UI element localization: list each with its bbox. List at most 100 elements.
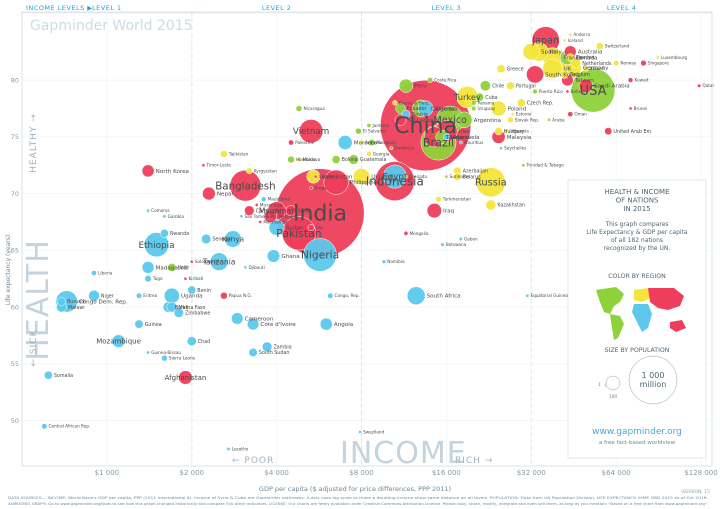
bubble-honduras (287, 155, 295, 164)
bubble-micronesia (254, 203, 259, 207)
country-label: Suriname (449, 174, 469, 179)
country-label: Italy (550, 50, 563, 56)
poor-label: ← POOR (232, 456, 274, 466)
x-tick-label: $128 000 (684, 469, 717, 477)
x-tick-label: $32 000 (517, 469, 546, 477)
map-europe (634, 288, 650, 302)
x-tick-label: $2 000 (180, 469, 205, 477)
x-tick-label: $16 000 (432, 469, 461, 477)
map-south-america (610, 314, 624, 340)
bubble-afghanistan (178, 370, 193, 385)
country-label: Sao Tome & Pr. (245, 214, 276, 219)
country-label: Kuwait (634, 78, 648, 83)
country-label: Cambodia (256, 208, 280, 214)
bubble-south-sudan (248, 348, 258, 357)
legend-heading-line: IN 2015 (623, 205, 650, 213)
country-label: Chile (492, 83, 504, 89)
country-label: Netherlands (582, 61, 612, 67)
country-label: Burundi (67, 299, 86, 305)
bubble-georgia (366, 151, 372, 157)
country-label: Palestine (295, 140, 314, 145)
bubble-uganda (163, 287, 180, 304)
country-label: Haiti (177, 265, 188, 271)
bubble-trinidad-tobago (521, 163, 526, 168)
legend-description-line: This graph compares (604, 221, 668, 228)
bubble-morocco (337, 135, 353, 150)
bubble-argentina (455, 111, 473, 129)
bubble-benin (187, 285, 197, 295)
country-label: China (394, 114, 457, 139)
size-label-1000: 1 000 (642, 371, 665, 380)
country-label: Sierra Leone (169, 356, 196, 361)
x-tick-label: $8 000 (349, 469, 374, 477)
country-label: Nicaragua (303, 106, 325, 111)
country-label: Luxembourg (661, 55, 687, 60)
country-label: Bahrain (571, 89, 588, 94)
bubble-russia (475, 167, 506, 198)
bubble-mozambique (111, 334, 126, 348)
country-label: Myanmar (259, 206, 295, 215)
bubble-south-africa (406, 286, 426, 305)
bubble-spain (522, 43, 540, 61)
bubble-timor-leste (201, 163, 206, 168)
bubble-kiribati (183, 276, 188, 281)
y-tick-label: 80 (11, 76, 19, 84)
country-label: Yemen (277, 214, 297, 220)
country-label: Guinea-Bissau (151, 350, 181, 355)
country-label: Grenada (409, 174, 427, 179)
country-label: Malawi (68, 305, 85, 311)
country-label: Sudan (286, 226, 304, 232)
bubble-ireland (583, 65, 589, 72)
bubble-libya (443, 133, 450, 141)
bubble-lithuania (503, 128, 509, 134)
chart-title: Gapminder World 2015 (30, 18, 193, 34)
size-label-1: 1 (598, 382, 601, 388)
bubble-moldova (296, 157, 302, 163)
country-label: Iran (459, 129, 470, 135)
country-label: Malaysia (507, 135, 531, 141)
country-label: Morocco (354, 140, 378, 146)
bubble-namibia (381, 259, 386, 264)
country-label: Mozambique (96, 338, 141, 346)
bubble-angola (319, 317, 333, 331)
country-label: Mali (178, 305, 188, 311)
bubble-chile (479, 80, 491, 92)
color-by-region-heading: COLOR BY REGION (608, 273, 666, 280)
country-label: Djibouti (249, 265, 265, 270)
bubble-madagascar (141, 261, 155, 274)
country-label: Gabon (464, 236, 478, 241)
bubble-cuba (475, 92, 484, 102)
country-label: Somalia (54, 373, 73, 379)
bubble-senegal (201, 234, 212, 244)
country-label: Egypt (382, 173, 408, 183)
country-label: Eritrea (143, 293, 157, 298)
size-label-1000: million (640, 380, 667, 389)
bubble-puerto-rico (532, 88, 538, 94)
bubble-costa-rica (427, 77, 433, 84)
bubble-uruguay (471, 105, 477, 111)
bubble-seychelles (499, 146, 503, 151)
country-label: Mexico (433, 115, 467, 126)
footer-data-sources: DATA SOURCES— INCOME: World Bank's GDP p… (8, 496, 708, 500)
size-sample-1000 (628, 355, 678, 405)
country-label: South Africa (427, 294, 461, 300)
bubble-brunei (628, 106, 633, 111)
bubble-gabon (458, 237, 463, 241)
level-label: LEVEL 4 (607, 4, 637, 12)
country-label: Benin (197, 288, 211, 294)
country-label: Algeria (435, 106, 455, 112)
country-label: Equatorial Guinea (530, 293, 568, 298)
y-tick-label: 50 (11, 417, 19, 425)
country-label: South Sudan (259, 350, 290, 356)
x-tick-label: $4 000 (264, 469, 289, 477)
country-label: Comoros (151, 208, 170, 213)
country-label: Oman (574, 112, 587, 117)
country-label: Trinidad & Tobago (525, 163, 564, 168)
country-label: Venezuela (451, 135, 480, 141)
country-label: Madagascar (156, 265, 191, 271)
country-label: Bosnia & Herz. (399, 100, 430, 105)
bubble-ukraine (353, 168, 370, 186)
bubble-nepal (202, 186, 216, 201)
bubble-sierra-leone (161, 354, 168, 362)
country-label: Singapore (648, 61, 670, 66)
